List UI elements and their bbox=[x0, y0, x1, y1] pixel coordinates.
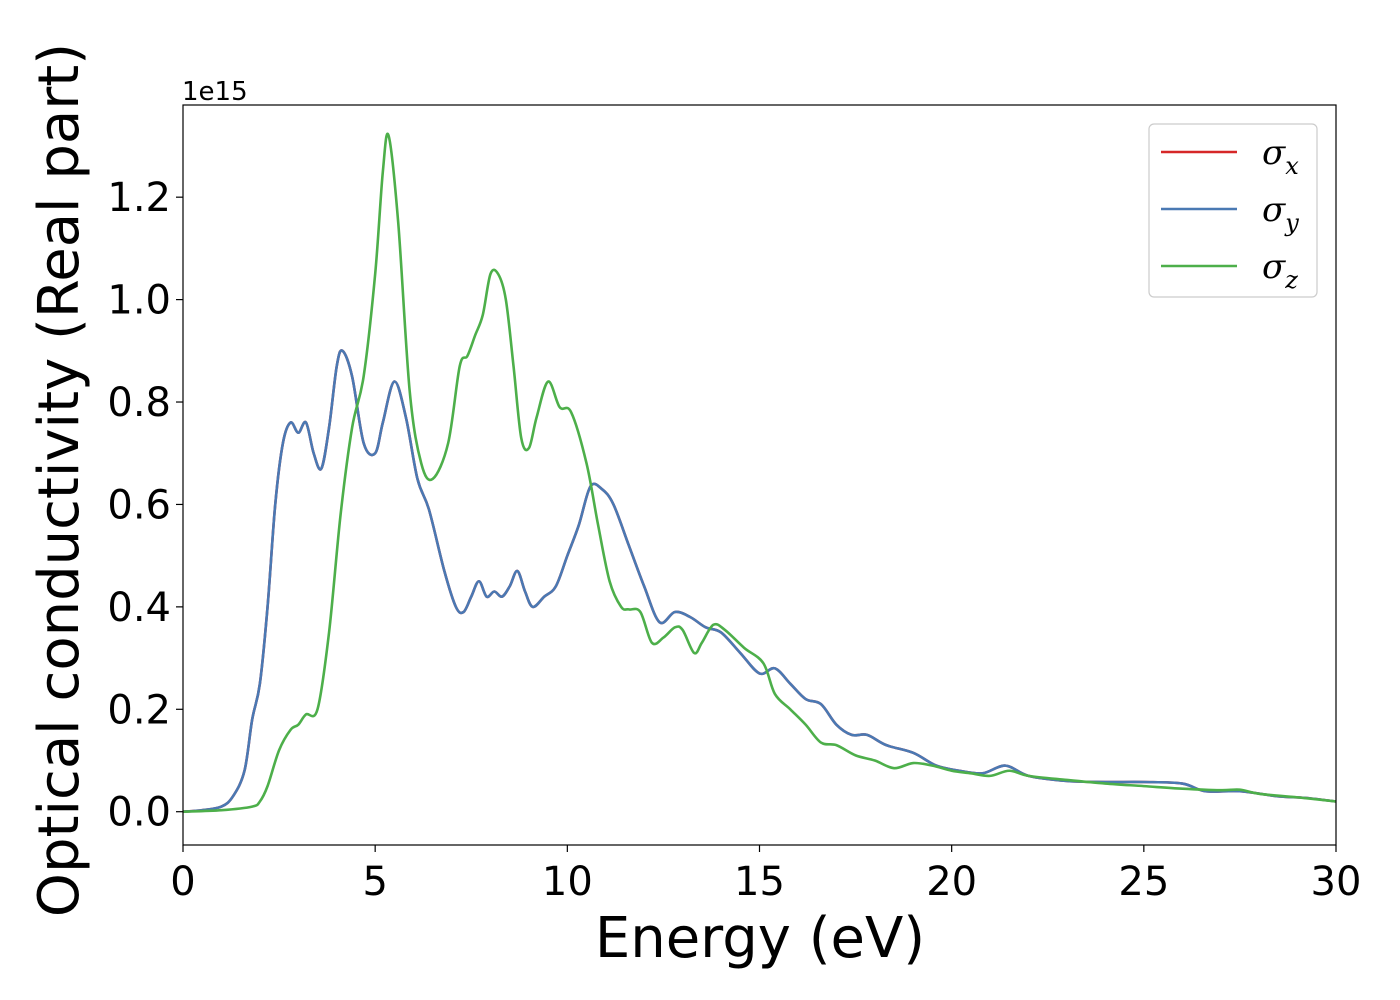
x-tick-label: 0 bbox=[170, 859, 195, 905]
y-axis-offset-label: 1e15 bbox=[182, 77, 248, 107]
x-tick-label: 30 bbox=[1311, 859, 1362, 905]
y-tick-label: 1.0 bbox=[107, 278, 171, 324]
x-tick-label: 10 bbox=[542, 859, 593, 905]
y-tick-label: 1.2 bbox=[107, 175, 171, 221]
legend-box bbox=[1148, 123, 1318, 298]
x-tick-label: 25 bbox=[1118, 859, 1169, 905]
x-tick-label: 5 bbox=[362, 859, 387, 905]
y-tick-label: 0.6 bbox=[107, 482, 171, 528]
y-tick-label: 0.4 bbox=[107, 585, 171, 631]
y-tick-label: 0.0 bbox=[107, 790, 171, 836]
legend-label-z: σz bbox=[1262, 247, 1298, 294]
plot-area bbox=[182, 104, 1337, 846]
x-tick-label: 15 bbox=[734, 859, 785, 905]
y-axis-title: Optical conductivity (Real part) bbox=[27, 43, 92, 917]
series-line-z bbox=[183, 132, 1336, 814]
x-tick-label: 20 bbox=[926, 859, 977, 905]
legend-label-y: σy bbox=[1262, 190, 1299, 237]
y-axis-ticks: 0.0 0.2 0.4 0.6 0.8 1.0 1.2 bbox=[107, 175, 183, 836]
y-tick-label: 0.2 bbox=[107, 687, 171, 733]
x-axis-title: Energy (eV) bbox=[595, 906, 925, 971]
legend-label-x: σx bbox=[1262, 133, 1299, 180]
legend: σx σy σz bbox=[1148, 123, 1318, 298]
y-tick-label: 0.8 bbox=[107, 380, 171, 426]
x-axis-ticks: 0 5 10 15 20 25 30 bbox=[170, 845, 1361, 905]
